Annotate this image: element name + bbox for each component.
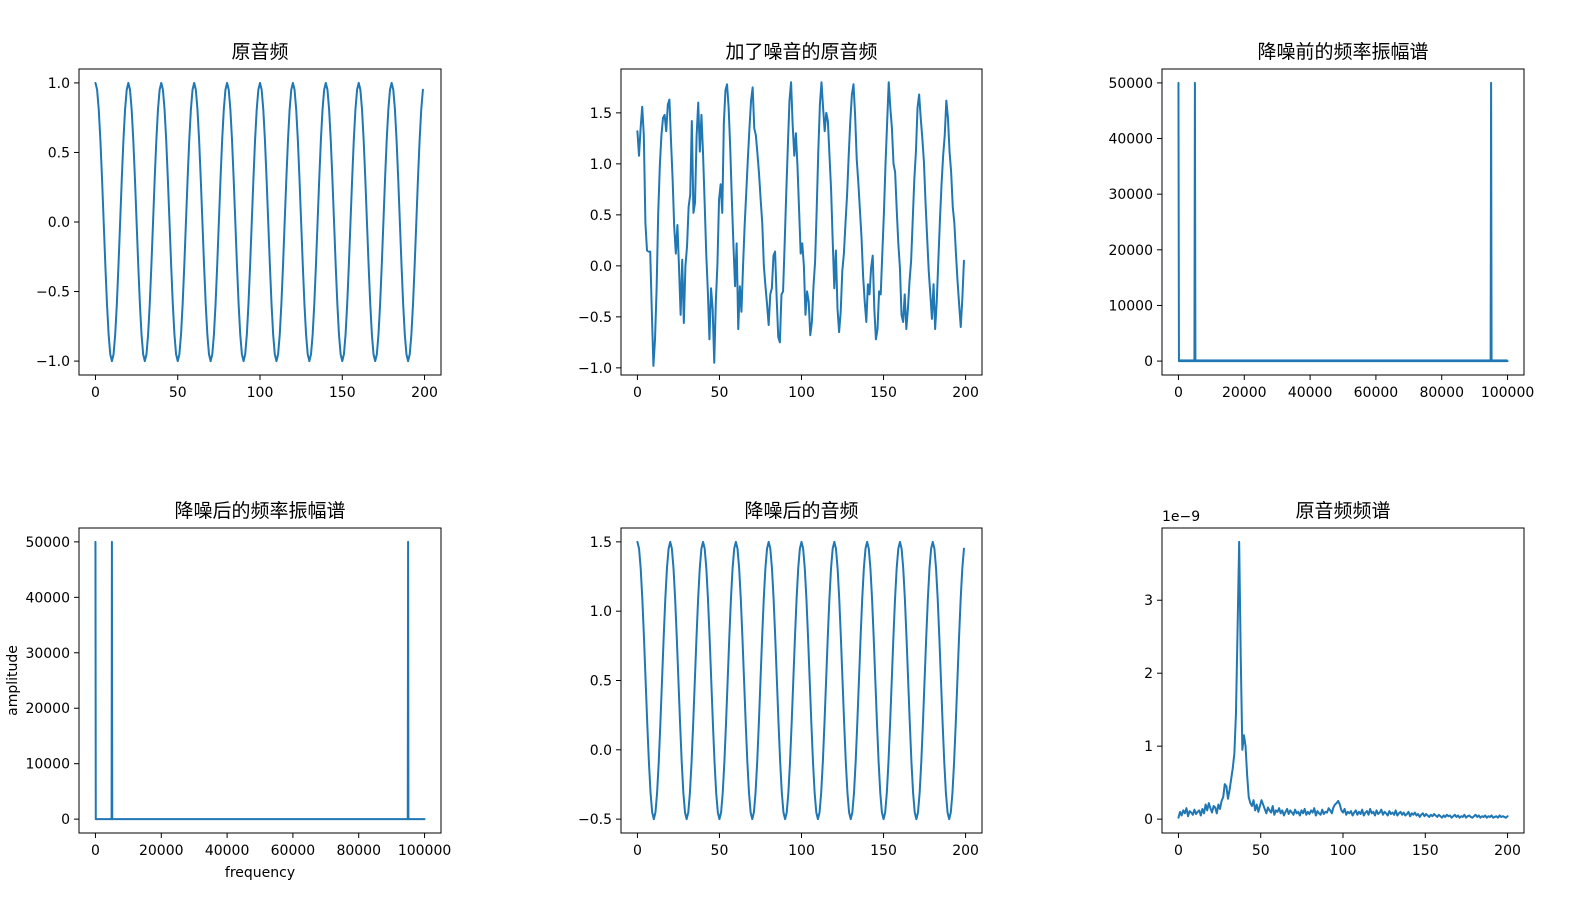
y-tick-label-original_spectrum-0: 0 [1144,812,1153,828]
x-tick-label-original-1: 50 [169,385,187,401]
axes-title-noisy: 加了噪音的原音频 [725,41,877,63]
x-tick-label-spectrum_after-1: 20000 [139,843,184,859]
x-tick-label-denoised-0: 0 [633,843,642,859]
x-tick-label-denoised-1: 50 [711,843,729,859]
y-tick-label-noisy-2: 0.0 [590,259,612,275]
offset-text-original_spectrum: 1e−9 [1162,509,1200,525]
y-tick-label-spectrum_before-4: 40000 [1108,132,1153,148]
x-tick-label-denoised-4: 200 [952,843,979,859]
x-tick-label-noisy-2: 100 [788,385,815,401]
x-tick-label-original-0: 0 [91,385,100,401]
y-tick-label-spectrum_before-2: 20000 [1108,243,1153,259]
y-tick-label-original-1: −0.5 [36,285,70,301]
axes-title-spectrum_before: 降噪前的频率振幅谱 [1257,41,1428,63]
x-tick-label-original-4: 200 [411,385,438,401]
y-tick-label-denoised-0: −0.5 [578,812,612,828]
y-tick-label-noisy-1: −0.5 [578,310,612,326]
y-tick-label-denoised-4: 1.5 [590,535,612,551]
x-tick-label-spectrum_after-2: 40000 [205,843,250,859]
x-tick-label-original_spectrum-0: 0 [1174,843,1183,859]
x-tick-label-original-3: 150 [329,385,356,401]
x-tick-label-spectrum_after-5: 100000 [398,843,451,859]
series-line-noisy-0 [636,81,965,367]
axes-original: 0 50 100 150 200 −1.0 −0.5 0.0 0.5 1.0 原音频 [36,41,442,401]
axes-noisy: 0 50 100 150 200 −1.0 −0.5 0.0 0.5 1.0 1.5 加了噪音的原音频 [578,41,983,401]
x-tick-label-noisy-4: 200 [952,385,979,401]
series-line-original-0 [94,81,424,363]
noise-floor-spectrum_before [1178,359,1508,362]
x-tick-label-denoised-2: 100 [788,843,815,859]
y-tick-label-noisy-0: −1.0 [578,361,612,377]
axes-spectrum_before: 0 20000 40000 60000 80000 100000 0 10000 20000 30… [1108,41,1534,401]
x-tick-label-spectrum_after-0: 0 [91,843,100,859]
axes-title-original_spectrum: 原音频频谱 [1295,500,1390,522]
y-tick-label-spectrum_after-2: 20000 [25,701,70,717]
y-tick-label-spectrum_after-0: 0 [61,812,70,828]
y-tick-label-denoised-2: 0.5 [590,674,612,690]
x-tick-label-noisy-0: 0 [633,385,642,401]
axes-title-denoised: 降噪后的音频 [744,500,858,522]
axes-frame-spectrum_after [78,527,442,834]
axes-denoised: 0 50 100 150 200 −0.5 0.0 0.5 1.0 1.5 降噪后的音频 [578,500,983,859]
x-tick-label-spectrum_after-4: 80000 [336,843,381,859]
y-tick-label-denoised-1: 0.0 [590,743,612,759]
axes-title-spectrum_after: 降噪后的频率振幅谱 [174,500,345,522]
x-tick-label-original_spectrum-2: 100 [1330,843,1357,859]
x-tick-label-original_spectrum-3: 150 [1412,843,1439,859]
y-tick-label-spectrum_after-1: 10000 [25,757,70,773]
y-tick-label-spectrum_before-1: 10000 [1108,298,1153,314]
y-tick-label-spectrum_after-4: 40000 [25,590,70,606]
y-tick-label-denoised-3: 1.0 [590,604,612,620]
x-tick-label-spectrum_before-2: 40000 [1288,385,1333,401]
y-tick-label-original-2: 0.0 [48,215,70,231]
y-tick-label-original_spectrum-2: 2 [1144,666,1153,682]
x-tick-label-denoised-3: 150 [870,843,897,859]
x-tick-label-original_spectrum-4: 200 [1494,843,1521,859]
x-tick-label-original-2: 100 [247,385,274,401]
y-tick-label-original-4: 1.0 [48,76,70,92]
axes-spectrum_after: 0 20000 40000 60000 80000 100000 0 10000 20000 30… [5,500,451,881]
x-tick-label-spectrum_before-5: 100000 [1481,385,1534,401]
axes-frame-spectrum_before [1161,68,1525,376]
y-tick-label-noisy-3: 0.5 [590,208,612,224]
axes-original_spectrum: 0 50 100 150 200 0 1 2 3 原音频频谱 1e−9 [1144,500,1525,859]
x-tick-label-original_spectrum-1: 50 [1252,843,1270,859]
y-tick-label-noisy-5: 1.5 [590,106,612,122]
axes-title-original: 原音频 [231,41,288,63]
x-axis-label-spectrum_after: frequency [225,865,295,881]
y-axis-label-spectrum_after: amplitude [5,645,21,716]
x-tick-label-noisy-3: 150 [870,385,897,401]
y-tick-label-original-0: −1.0 [36,354,70,370]
x-tick-label-spectrum_before-4: 80000 [1419,385,1464,401]
y-tick-label-spectrum_before-0: 0 [1144,354,1153,370]
x-tick-label-spectrum_before-3: 60000 [1354,385,1399,401]
y-tick-label-noisy-4: 1.0 [590,157,612,173]
y-tick-label-original_spectrum-1: 1 [1144,739,1153,755]
x-tick-label-spectrum_after-3: 60000 [271,843,316,859]
y-tick-label-spectrum_after-5: 50000 [25,535,70,551]
y-tick-label-original-3: 0.5 [48,145,70,161]
x-tick-label-spectrum_before-0: 0 [1174,385,1183,401]
x-tick-label-spectrum_before-1: 20000 [1222,385,1267,401]
y-tick-label-original_spectrum-3: 3 [1144,593,1153,609]
y-tick-label-spectrum_after-3: 30000 [25,646,70,662]
series-line-original_spectrum-0 [1177,540,1509,819]
series-line-denoised-0 [636,540,965,821]
x-tick-label-noisy-1: 50 [711,385,729,401]
y-tick-label-spectrum_before-5: 50000 [1108,76,1153,92]
y-tick-label-spectrum_before-3: 30000 [1108,187,1153,203]
series-line-spectrum_after-0 [94,540,426,821]
